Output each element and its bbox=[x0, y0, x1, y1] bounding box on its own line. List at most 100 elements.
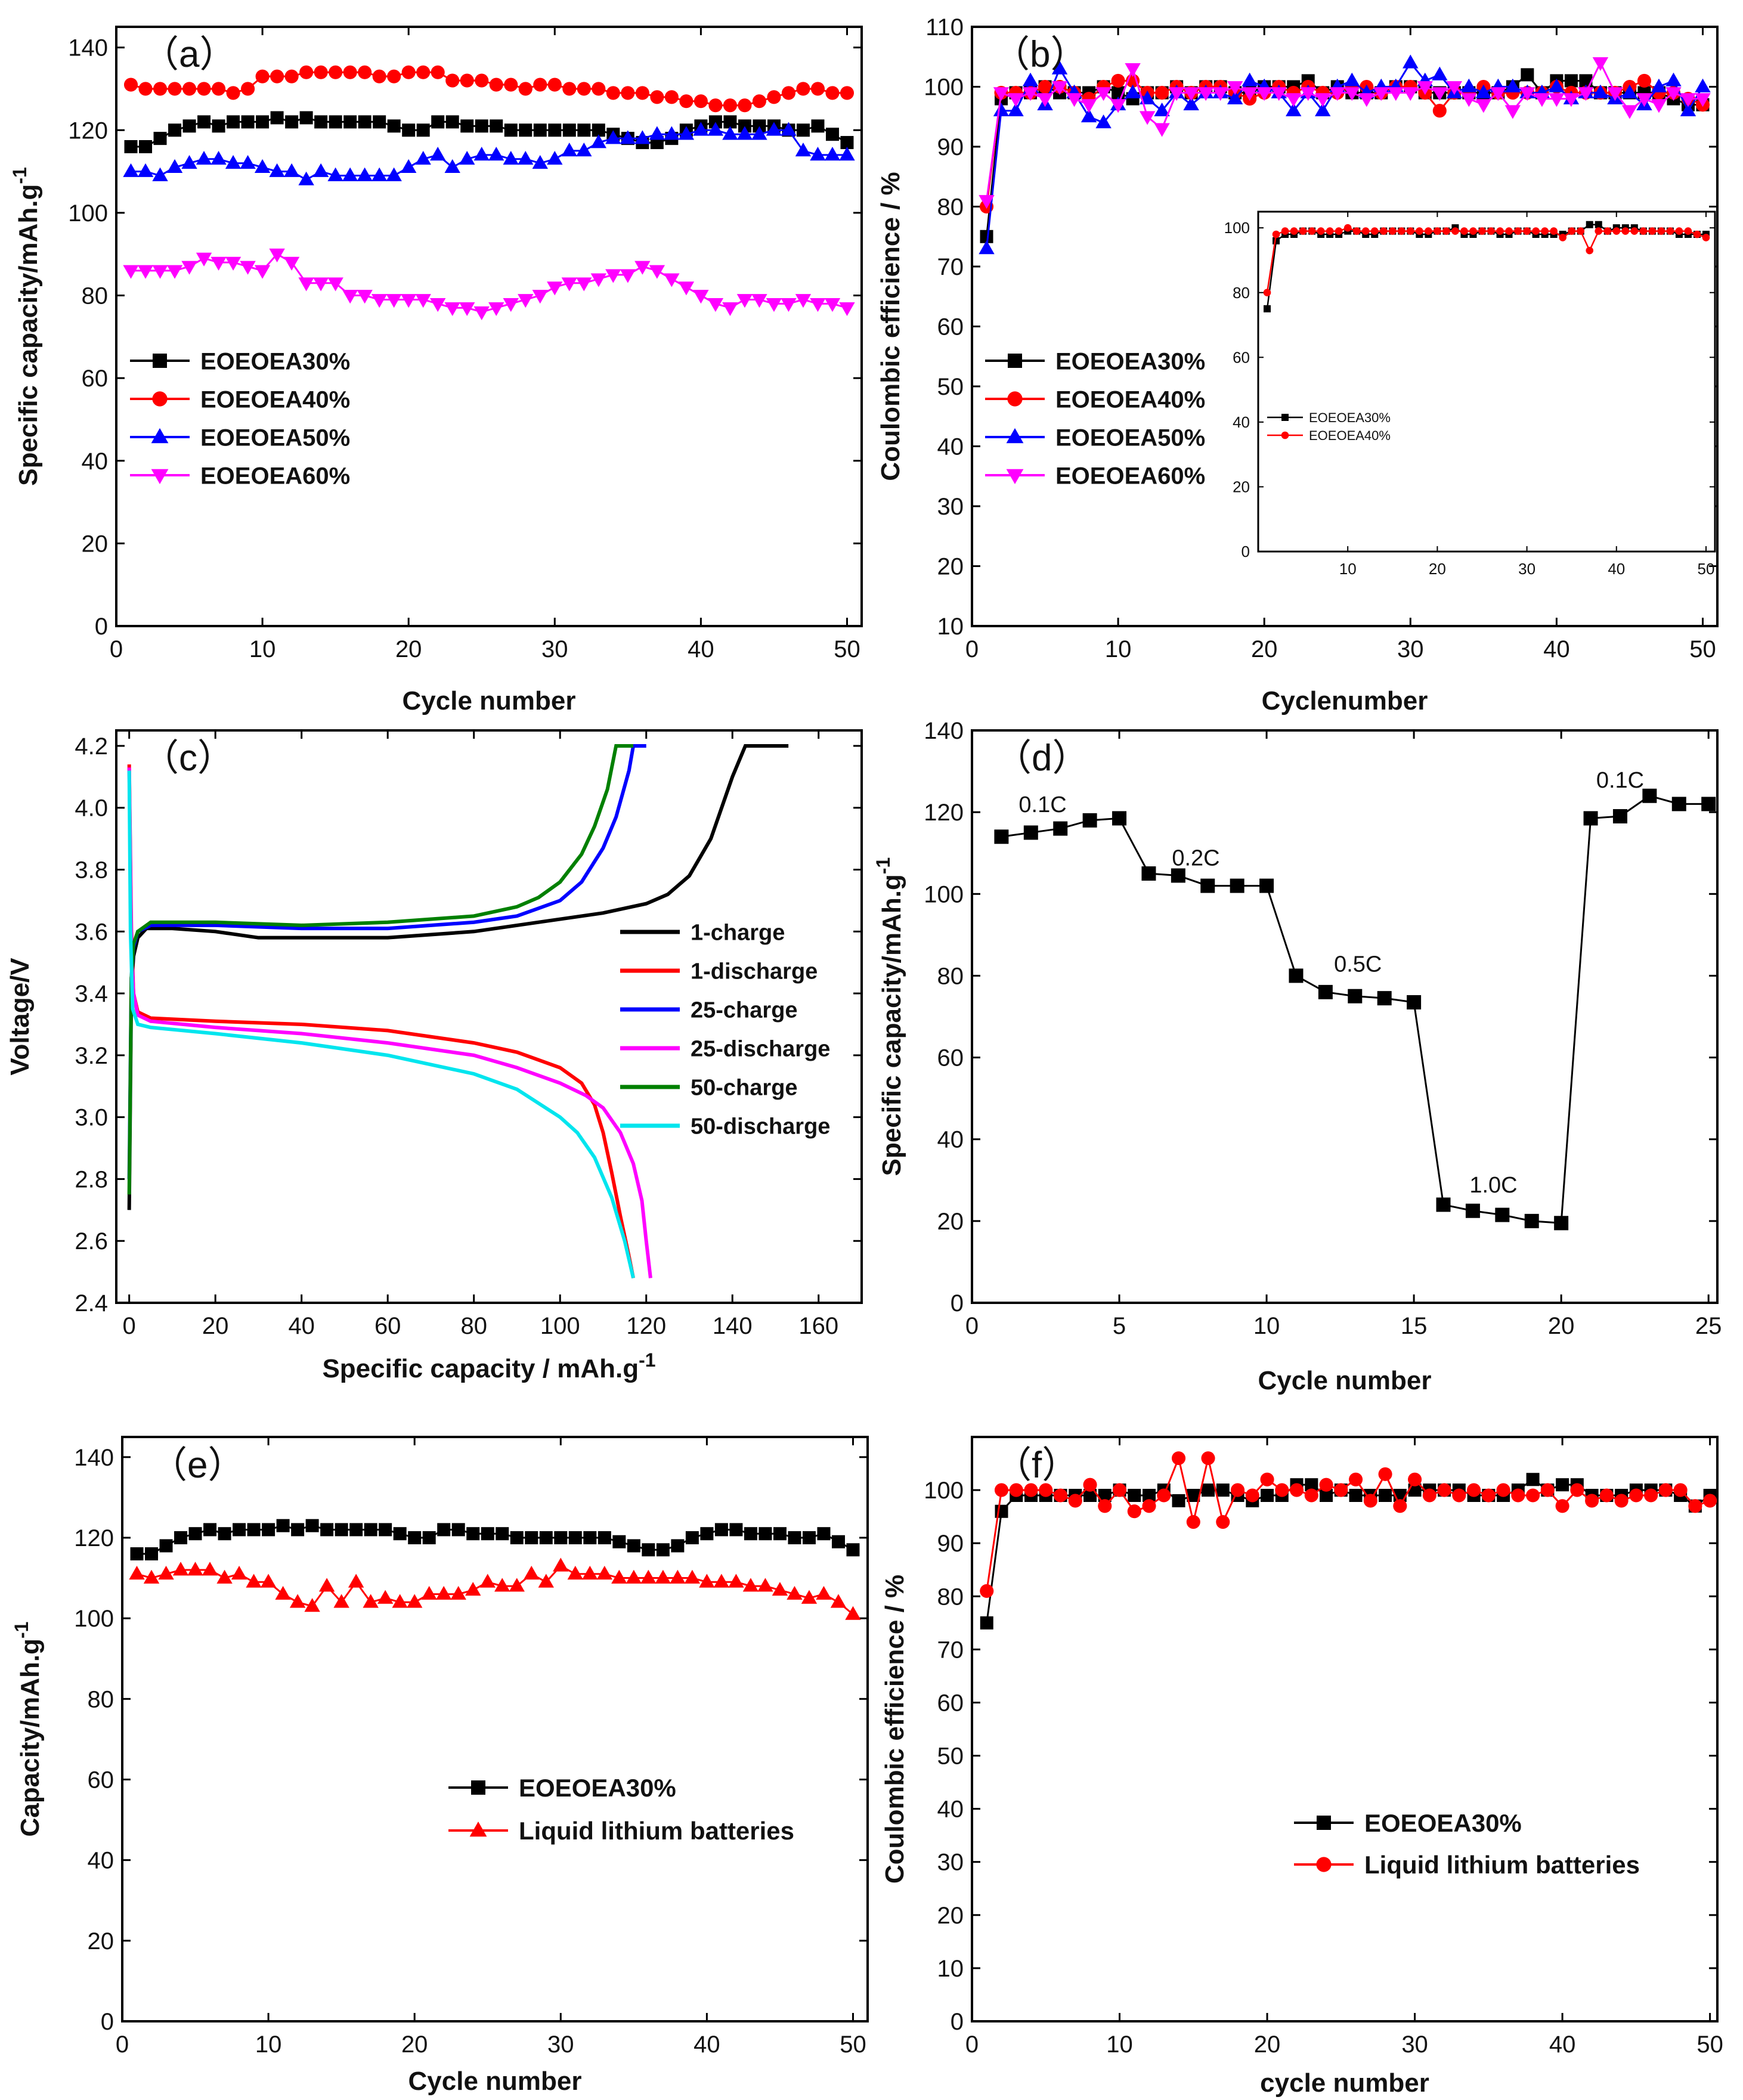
panel-c-y-axis-title: Voltage/V bbox=[5, 958, 35, 1076]
panel-e-series-1-point bbox=[158, 1566, 174, 1580]
panel-f-ytick-label: 40 bbox=[937, 1797, 964, 1823]
panel-b-inset-series-1-point bbox=[1442, 227, 1450, 235]
panel-f-frame bbox=[971, 1436, 1719, 2022]
panel-d-series-0-point bbox=[1082, 813, 1097, 828]
panel-b-xtick-label: 10 bbox=[1105, 636, 1132, 662]
panel-b-series-3-point bbox=[1592, 57, 1609, 72]
panel-c-xtick-label: 140 bbox=[713, 1313, 753, 1339]
panel-e-series-0-point bbox=[788, 1531, 801, 1544]
panel-a-series-2-point bbox=[678, 126, 695, 140]
panel-e-series-1-point bbox=[406, 1594, 423, 1608]
panel-b-series-2-point bbox=[1227, 90, 1243, 104]
panel-b-inset-series-1-point bbox=[1675, 227, 1683, 235]
panel-a-series-3-point bbox=[371, 294, 388, 308]
panel-f-series-1-point bbox=[1349, 1472, 1363, 1486]
panel-b-series-3-point bbox=[1271, 87, 1287, 101]
panel-b-legend-label: EOEOEA30% bbox=[1055, 348, 1205, 374]
panel-a-series-1-point bbox=[153, 82, 168, 96]
panel-b-series-3-point bbox=[1695, 93, 1711, 107]
panel-a-series-3-line bbox=[131, 253, 847, 313]
panel-f-series-1-point bbox=[1703, 1494, 1717, 1508]
panel-b-series-3-point bbox=[1227, 81, 1243, 95]
panel-b-series-2-point bbox=[1154, 102, 1170, 117]
panel-b-series-3-point bbox=[1212, 87, 1228, 101]
panel-a-series-2-point bbox=[722, 126, 738, 140]
panel-f-xtick-label: 20 bbox=[1254, 2031, 1281, 2058]
panel-e-series-0-point bbox=[276, 1519, 290, 1532]
panel-a-series-3-point bbox=[664, 273, 680, 287]
panel-e-series-0-point bbox=[335, 1523, 348, 1537]
panel-e-legend-marker bbox=[471, 1780, 485, 1795]
panel-a-series-2-point bbox=[166, 159, 183, 174]
panel-e-series-1-point bbox=[538, 1574, 554, 1588]
panel-c-xtick-label: 80 bbox=[460, 1313, 487, 1339]
panel-f-xtick-label: 40 bbox=[1549, 2031, 1576, 2058]
panel-f-series-1-point bbox=[1555, 1499, 1569, 1513]
panel-a-series-2-point bbox=[693, 122, 709, 136]
panel-f-series-1-point bbox=[1201, 1451, 1215, 1466]
panel-a-series-2-point bbox=[430, 147, 446, 161]
panel-a-series-0-point bbox=[533, 123, 547, 137]
panel-e-series-1-point bbox=[582, 1566, 598, 1580]
panel-a-series-0-point bbox=[139, 140, 153, 153]
panel-c-xtick-label: 0 bbox=[123, 1313, 136, 1339]
panel-a-series-2-point bbox=[415, 151, 431, 165]
panel-f-series-1-point bbox=[1437, 1483, 1451, 1497]
panel-a-series-3-point bbox=[386, 294, 402, 308]
panel-b-inset-frame bbox=[1257, 210, 1716, 553]
panel-b-inset-series-1-point bbox=[1612, 227, 1621, 235]
panel-a-series-3-point bbox=[152, 265, 168, 279]
panel-b-inset-background bbox=[1258, 212, 1715, 552]
panel-b-series-2-point bbox=[1432, 66, 1448, 80]
panel-a-series-1-point bbox=[314, 65, 328, 79]
panel-a-legend-label: EOEOEA40% bbox=[200, 386, 350, 413]
panel-a-series-0-point bbox=[153, 132, 167, 145]
panel-e-series-0-point bbox=[145, 1547, 159, 1560]
panel-b-ytick-label: 100 bbox=[924, 75, 964, 101]
panel-e-series-0-point bbox=[714, 1523, 728, 1537]
panel-a-series-1-point bbox=[606, 86, 620, 100]
panel-b-inset-series-1-point bbox=[1317, 227, 1325, 235]
panel-b-series-3-point bbox=[1066, 93, 1082, 107]
panel-e-series-0-point bbox=[174, 1531, 188, 1544]
panel-c-ytick-label: 2.8 bbox=[75, 1166, 108, 1193]
panel-a-series-1-point bbox=[416, 65, 431, 79]
panel-b-inset-series-0-point bbox=[1595, 221, 1602, 228]
panel-f-ytick-label: 30 bbox=[937, 1850, 964, 1876]
panel-a-series-0-point bbox=[796, 123, 810, 137]
panel-a-series-1-point bbox=[329, 65, 343, 79]
panel-b-inset-series-1-point bbox=[1343, 224, 1352, 232]
panel-d-ytick-label: 140 bbox=[924, 718, 964, 744]
panel-f-series-1-point bbox=[1496, 1483, 1510, 1497]
panel-a-series-1-point bbox=[182, 82, 197, 96]
panel-b-series-3-point bbox=[1300, 87, 1316, 101]
panel-b-series-3-point bbox=[1373, 87, 1389, 101]
panel-e-series-0-point bbox=[656, 1543, 670, 1557]
panel-b-inset-series-1-point bbox=[1407, 227, 1414, 235]
panel-e-series-0-point bbox=[393, 1527, 407, 1541]
panel-c-ytick-label: 2.6 bbox=[75, 1228, 108, 1255]
panel-f-series-1-point bbox=[1245, 1488, 1259, 1503]
panel-f-series-1-point bbox=[1570, 1483, 1584, 1497]
panel-a-series-2-point bbox=[459, 151, 475, 165]
panel-a-series-0-point bbox=[168, 123, 182, 137]
panel-b-xtick-label: 30 bbox=[1397, 636, 1424, 662]
panel-b-inset-series-1-point bbox=[1684, 227, 1692, 235]
panel-a-series-2-point bbox=[503, 151, 519, 165]
panel-b-series-3-point bbox=[1329, 87, 1345, 101]
panel-a-series-0-point bbox=[753, 119, 766, 133]
panel-f-series-0-point bbox=[1320, 1489, 1333, 1502]
panel-a-series-2-point bbox=[664, 126, 680, 140]
panel-f-chart: 0 10 20 30 40 50 0 10 20 30 40 50 60 70 80 90 100 EOEOEA3… bbox=[880, 1436, 1723, 2098]
panel-a-xtick-label: 40 bbox=[688, 636, 714, 662]
panel-e-series-0-point bbox=[627, 1539, 640, 1553]
panel-a-y-axis-title: Specific capacity/mAh.g-1 bbox=[9, 167, 43, 486]
panel-e-series-1-point bbox=[465, 1582, 481, 1596]
panel-a-series-2-point bbox=[196, 151, 212, 165]
panel-f-ytick-label: 70 bbox=[937, 1637, 964, 1663]
panel-b-legend-marker bbox=[1006, 428, 1024, 444]
panel-a-series-2-point bbox=[137, 163, 154, 177]
panel-e-legend-label: EOEOEA30% bbox=[519, 1774, 676, 1802]
panel-d-series-0-point bbox=[1407, 995, 1422, 1009]
panel-e-series-0-point bbox=[700, 1527, 714, 1541]
